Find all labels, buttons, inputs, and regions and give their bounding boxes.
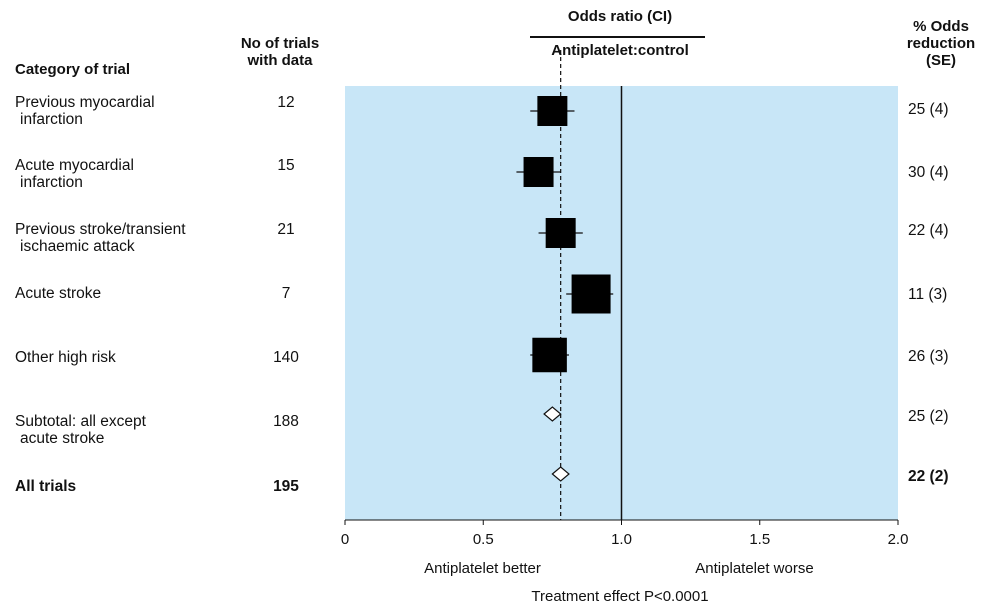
header-se-line2: reduction — [906, 35, 976, 52]
header-category: Category of trial — [15, 61, 131, 78]
row-n-2: 21 — [277, 221, 295, 238]
row-label-6: All trials — [15, 478, 245, 495]
point-square-0 — [537, 96, 568, 126]
row-label-3-line1: Acute stroke — [15, 285, 102, 302]
row-label-0-line2: infarction — [20, 111, 83, 128]
row-reduction-4: 26 (3) — [908, 348, 949, 365]
row-label-1-line2: infarction — [20, 174, 83, 191]
label-antiplatelet-better: Antiplatelet better — [424, 560, 541, 577]
header-or-subtitle: Antiplatelet:control — [551, 42, 689, 59]
point-diamond-5 — [543, 406, 562, 422]
row-label-2-line1: Previous stroke/transient — [15, 221, 186, 238]
row-label-4: Other high risk — [15, 349, 245, 366]
header-se-line1: % Odds — [913, 18, 969, 35]
x-tick-label-4: 2.0 — [888, 531, 909, 548]
label-antiplatelet-worse: Antiplatelet worse — [695, 560, 814, 577]
row-n-0: 12 — [277, 94, 295, 111]
row-label-4-line1: Other high risk — [15, 349, 116, 366]
row-reduction-5: 25 (2) — [908, 408, 949, 425]
x-tick-label-3: 1.5 — [749, 531, 770, 548]
row-n-1: 15 — [277, 157, 295, 174]
header-se-line3: (SE) — [926, 52, 956, 69]
header-se: % Odds reduction (SE) — [900, 18, 982, 69]
x-tick-label-0: 0 — [341, 531, 349, 548]
row-label-6-line1: All trials — [15, 478, 77, 495]
row-n-6: 195 — [273, 478, 299, 495]
plot-background — [345, 86, 898, 520]
x-tick-label-2: 1.0 — [611, 531, 632, 548]
point-square-1 — [523, 157, 554, 187]
row-label-2: Previous stroke/transient ischaemic atta… — [15, 221, 245, 255]
row-reduction-0: 25 (4) — [908, 101, 949, 118]
row-label-5-line2: acute stroke — [20, 430, 105, 447]
row-label-5: Subtotal: all except acute stroke — [15, 413, 245, 447]
row-label-0-line1: Previous myocardial — [15, 94, 155, 111]
header-or-divider — [530, 36, 705, 38]
label-treatment-effect: Treatment effect P<0.0001 — [531, 588, 709, 605]
header-trials-line1: No of trials — [240, 35, 320, 52]
row-n-3: 7 — [281, 285, 291, 302]
row-label-5-line1: Subtotal: all except — [15, 413, 146, 430]
row-label-1-line1: Acute myocardial — [15, 157, 134, 174]
row-label-1: Acute myocardial infarction — [15, 157, 245, 191]
header-trials-line2: with data — [247, 52, 313, 69]
x-tick-label-1: 0.5 — [473, 531, 494, 548]
row-label-0: Previous myocardial infarction — [15, 94, 245, 128]
row-n-5: 188 — [273, 413, 299, 430]
point-square-3 — [571, 274, 611, 314]
row-reduction-3: 11 (3) — [908, 286, 948, 303]
point-square-4 — [532, 337, 567, 373]
row-reduction-2: 22 (4) — [908, 222, 949, 239]
row-reduction-6: 22 (2) — [908, 468, 949, 485]
row-label-2-line2: ischaemic attack — [20, 238, 135, 255]
row-label-3: Acute stroke — [15, 285, 245, 302]
row-n-4: 140 — [273, 349, 299, 366]
header-or-title: Odds ratio (CI) — [567, 8, 673, 25]
point-diamond-6 — [551, 466, 570, 482]
row-reduction-1: 30 (4) — [908, 164, 949, 181]
point-square-2 — [545, 218, 576, 248]
